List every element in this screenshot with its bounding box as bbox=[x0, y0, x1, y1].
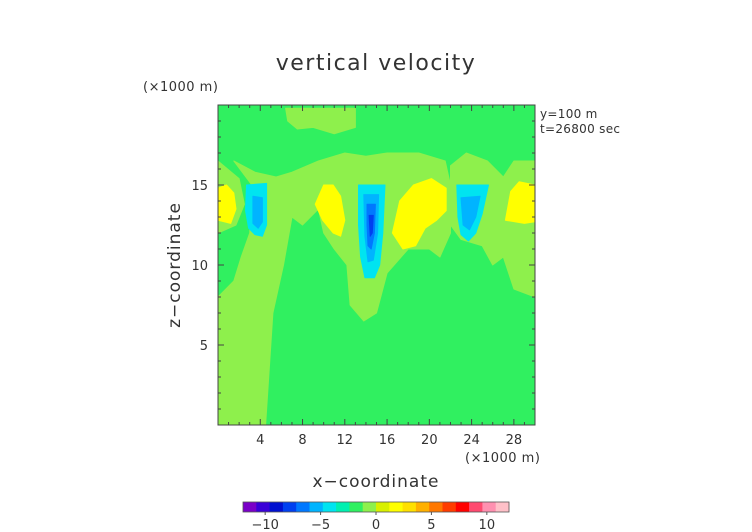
colorbar-swatch bbox=[322, 502, 337, 512]
colorbar-swatch bbox=[336, 502, 350, 512]
y-axis-label: z−coordinate bbox=[165, 202, 185, 328]
x-unit-label: (×1000 m) bbox=[465, 451, 540, 466]
colorbar-tick-label: 5 bbox=[427, 518, 435, 532]
colorbar-swatch bbox=[296, 502, 310, 512]
contour-moderate-downdraft-11 bbox=[252, 195, 263, 229]
colorbar-swatch bbox=[415, 502, 430, 512]
x-tick-label: 16 bbox=[379, 433, 396, 448]
x-tick-label: 4 bbox=[256, 433, 264, 448]
annotation-y: y=100 m bbox=[540, 107, 598, 121]
colorbar-swatch bbox=[469, 502, 483, 512]
colorbar: −10 −5 0 5 10 bbox=[242, 501, 510, 532]
colorbar-swatch bbox=[256, 502, 271, 512]
colorbar-tick-label: 0 bbox=[372, 518, 380, 532]
colorbar-swatch bbox=[495, 502, 510, 512]
plot-area bbox=[218, 105, 535, 425]
y-tick-label: 5 bbox=[200, 339, 208, 354]
colorbar-swatch bbox=[362, 502, 377, 512]
colorbar-swatch bbox=[482, 502, 497, 512]
colorbar-tick-label: −5 bbox=[311, 518, 330, 532]
colorbar-swatch bbox=[282, 502, 297, 512]
x-tick-label: 24 bbox=[463, 433, 480, 448]
axes: 4 8 12 16 20 24 28 5 10 15 bbox=[191, 104, 536, 448]
annotation-t: t=26800 sec bbox=[540, 122, 620, 136]
y-tick-label: 15 bbox=[191, 179, 208, 194]
x-axis-label: x−coordinate bbox=[313, 472, 440, 492]
contour-strong-updraft-5 bbox=[314, 184, 346, 237]
x-tick-label: 28 bbox=[506, 433, 523, 448]
contour-strong-updraft-7 bbox=[504, 181, 535, 224]
chart-title: vertical velocity bbox=[276, 51, 477, 76]
x-tick-label: 8 bbox=[298, 433, 306, 448]
contour-weak-updraft-1 bbox=[218, 152, 451, 425]
x-tick-label: 20 bbox=[421, 433, 438, 448]
colorbar-swatch bbox=[442, 502, 457, 512]
contour-strong-updraft-6 bbox=[391, 178, 447, 250]
colorbar-tick-label: −10 bbox=[251, 518, 278, 532]
colorbar-swatch bbox=[309, 502, 324, 512]
y-tick-label: 10 bbox=[191, 259, 208, 274]
contour-strong-downdraft-15 bbox=[368, 214, 374, 237]
y-unit-label: (×1000 m) bbox=[143, 80, 218, 95]
contour-strong-updraft-4 bbox=[218, 184, 237, 224]
x-tick-label: 12 bbox=[337, 433, 354, 448]
colorbar-swatch bbox=[243, 502, 257, 512]
contour-weak-updraft-2 bbox=[285, 107, 356, 135]
colorbar-swatch bbox=[402, 502, 417, 512]
colorbar-swatch bbox=[349, 502, 364, 512]
colorbar-swatch bbox=[429, 502, 443, 512]
colorbar-swatch bbox=[269, 502, 284, 512]
colorbar-swatch bbox=[376, 502, 390, 512]
colorbar-tick-label: 10 bbox=[479, 518, 496, 532]
colorbar-swatch bbox=[455, 502, 470, 512]
colorbar-swatch bbox=[389, 502, 404, 512]
contour-moderate-downdraft-13 bbox=[460, 195, 481, 231]
